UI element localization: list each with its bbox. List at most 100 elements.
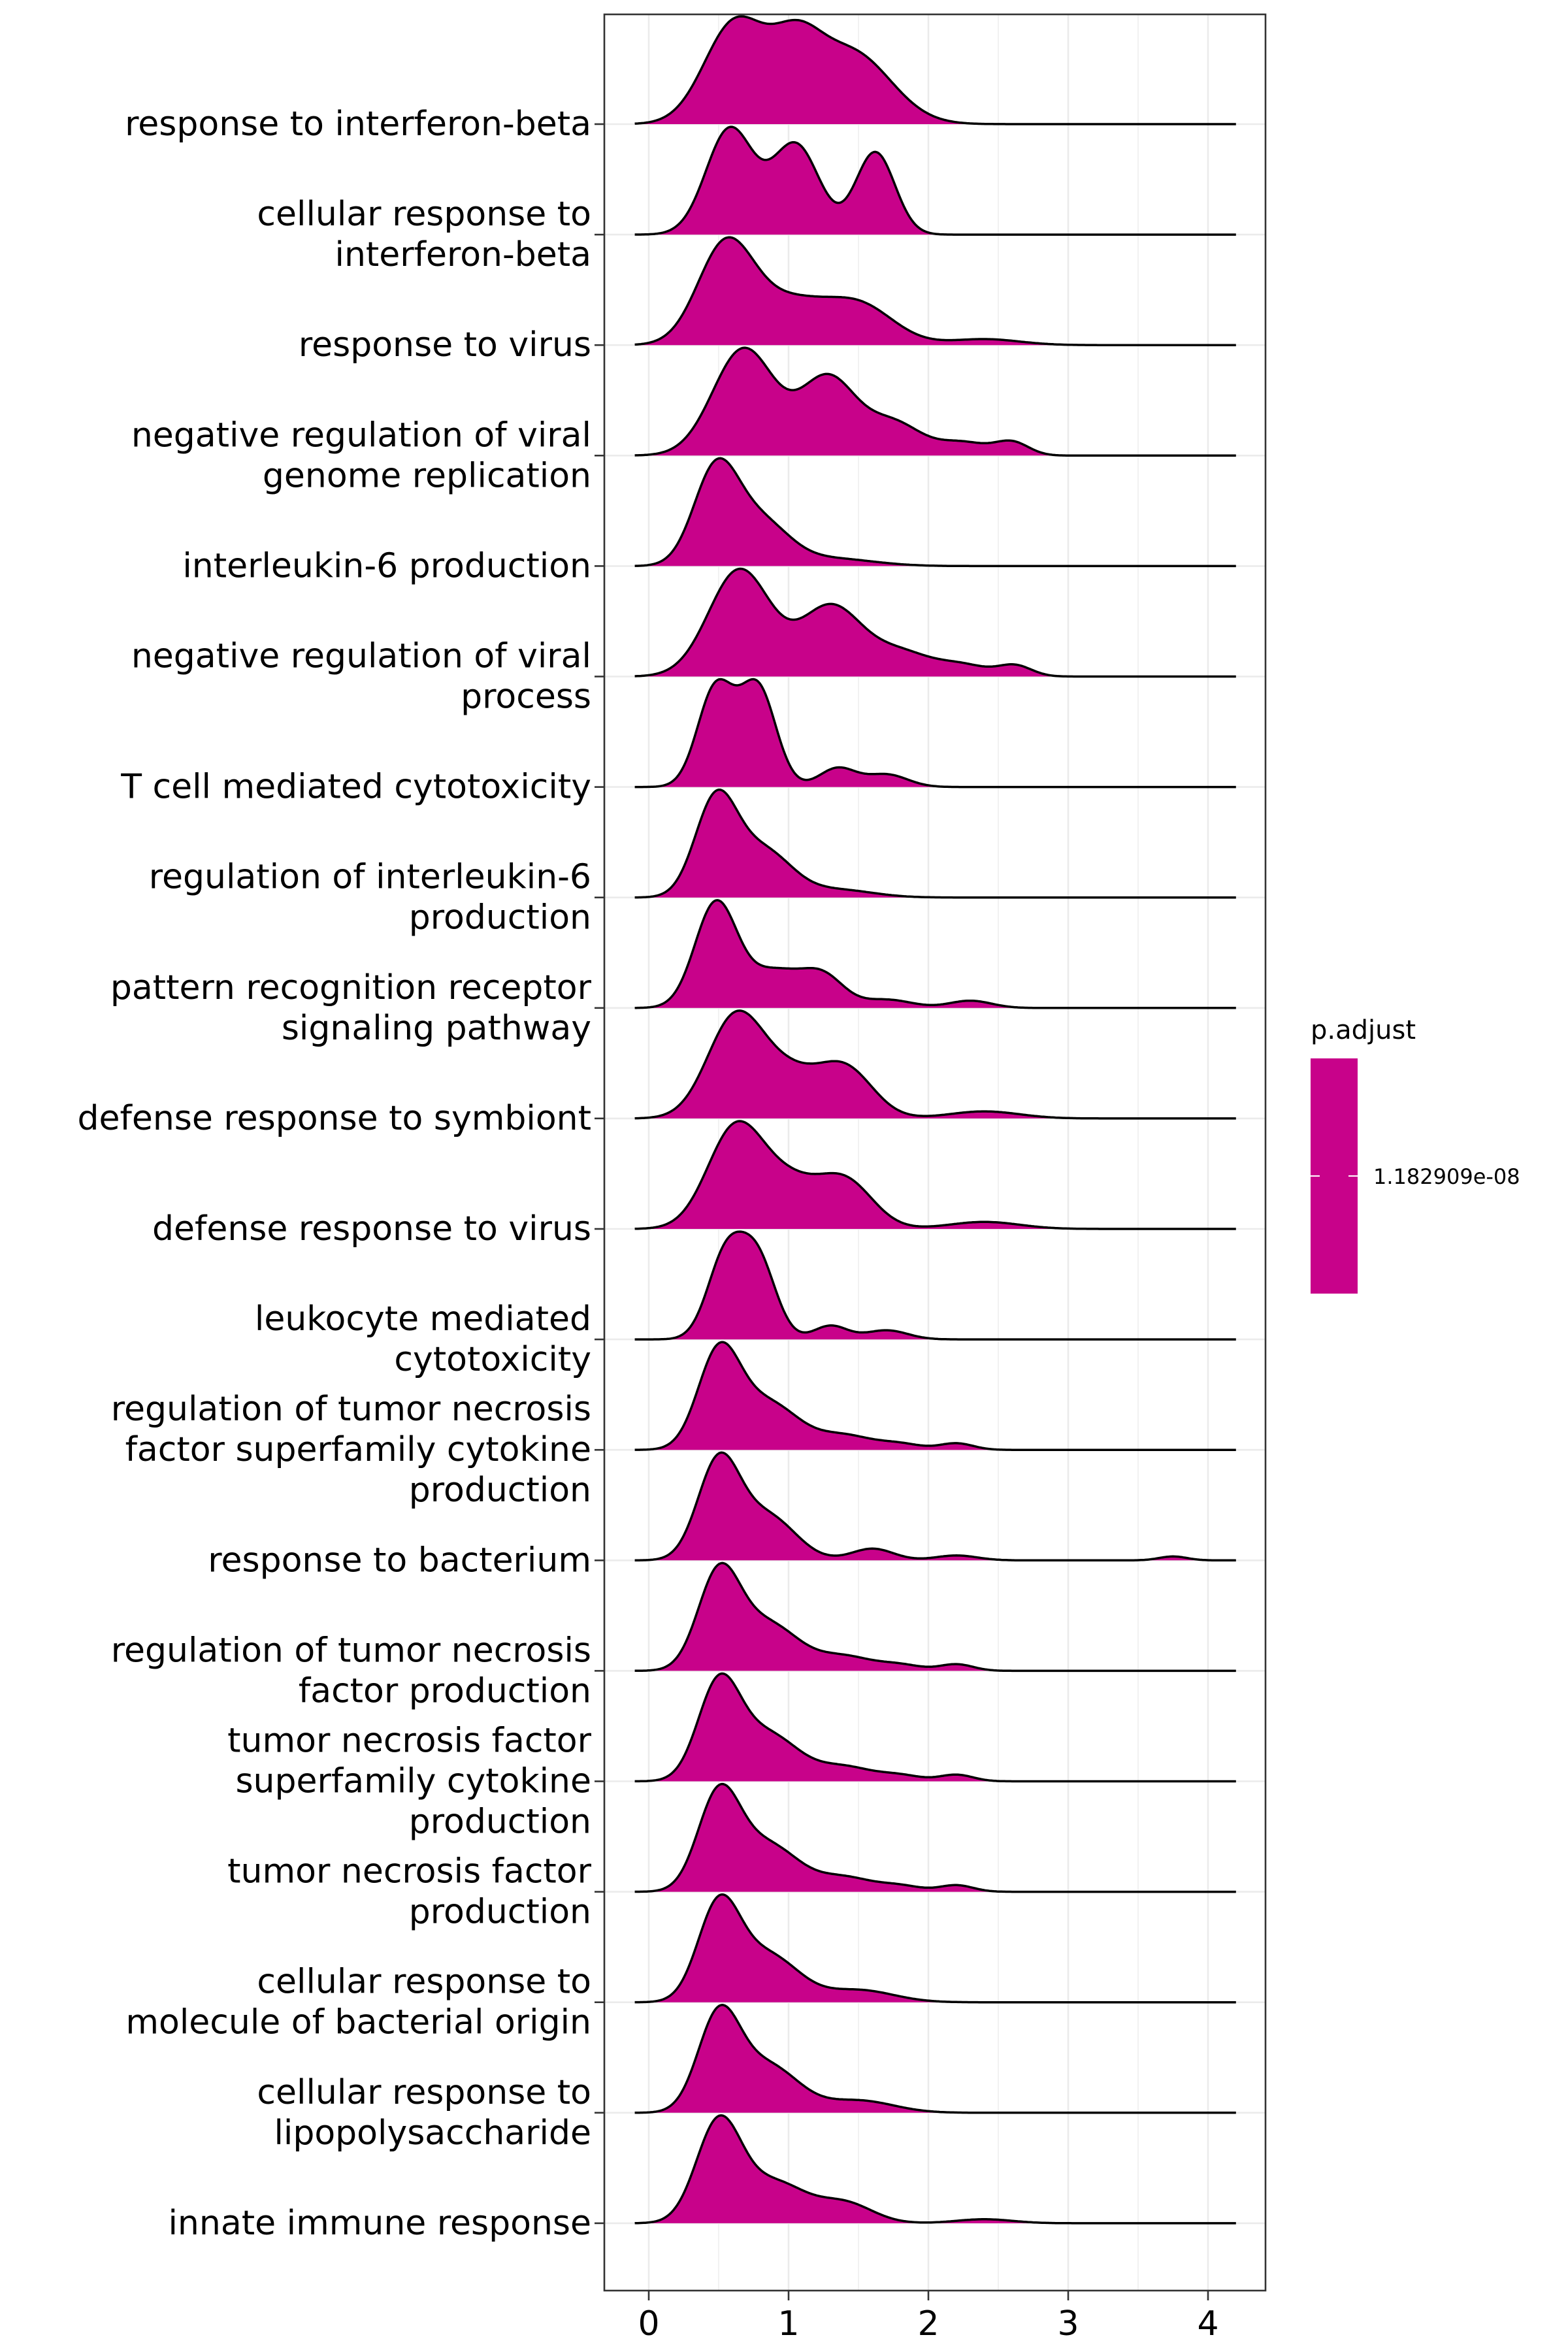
ridge-fill [634,2115,1236,2223]
ridge-outline [634,1893,1236,2004]
ridge-fill [634,16,1236,124]
y-tick-label: interferon-beta [335,235,592,274]
ridge-fill [634,237,1236,346]
ridge-fill [634,1784,1236,1892]
y-tick-label: cytotoxicity [394,1340,591,1379]
ridge-fill [634,348,1236,456]
ridge-outline [634,2004,1236,2114]
ridge-row [634,1120,1236,1230]
y-tick-label: production [409,1893,591,1932]
ridge-row [634,1230,1236,1341]
ridge-outline [634,2114,1236,2225]
ridge-fill [634,1121,1236,1229]
ridge-row [634,788,1236,899]
legend-title: p.adjust [1311,1015,1416,1045]
y-tick-label: molecule of bacterial origin [125,2003,591,2042]
y-tick-label: regulation of interleukin-6 [149,858,591,897]
y-tick-label: lipopolysaccharide [274,2114,591,2153]
y-tick-label: regulation of tumor necrosis [111,1390,591,1429]
x-tick-label: 3 [1057,2304,1079,2344]
panel-border [603,13,1267,2292]
y-tick-label: tumor necrosis factor [227,1722,591,1761]
y-tick-label: response to virus [299,325,591,365]
ridge-row [634,1451,1236,1562]
y-tick-label: factor production [299,1671,591,1710]
ridge-outline [634,1230,1236,1341]
y-tick-label: superfamily cytokine [235,1762,591,1801]
ridge-row [634,1893,1236,2004]
ridge-outline [634,1341,1236,1451]
y-tick-label: defense response to symbiont [78,1099,591,1138]
ridge-outline [634,236,1236,346]
ridge-outline [634,125,1236,236]
ridge-fill [634,458,1236,566]
ridge-row [634,1782,1236,1893]
ridge-row [634,457,1236,568]
y-tick-label: innate immune response [168,2204,591,2243]
y-tick-label: cellular response to [257,195,591,234]
ridge-fill [634,789,1236,898]
ridge-row [634,899,1236,1009]
x-tick-label: 4 [1197,2304,1218,2344]
ridge-outline [634,899,1236,1009]
ridge-row [634,2114,1236,2225]
ridge-row [634,236,1236,346]
ridge-outline [634,15,1236,125]
y-tick-label: pattern recognition receptor [110,968,592,1007]
legend: p.adjust 1.182909e-08 [1311,1015,1520,1294]
legend-label: 1.182909e-08 [1373,1164,1520,1189]
y-tick-label: interleukin-6 production [182,546,591,585]
y-tick-label: response to interferon-beta [125,105,591,144]
ridge-outline [634,1120,1236,1230]
y-tick-label: defense response to virus [152,1209,591,1249]
y-tick-label: negative regulation of viral [131,416,591,455]
ridge-fill [634,1452,1236,1561]
ridge-outline [634,457,1236,568]
ridge-fill [634,679,1236,787]
ridge-row [634,1341,1236,1451]
ridge-row [634,15,1236,125]
y-tick-label: factor superfamily cytokine [125,1430,591,1469]
ridge-row [634,1672,1236,1783]
y-tick-label: tumor necrosis factor [227,1852,591,1891]
ridge-fill [634,1563,1236,1671]
ridge-row [634,1561,1236,1673]
y-tick-label: production [409,1471,591,1510]
ridge-row [634,2004,1236,2114]
y-tick-label: genome replication [263,456,591,495]
ridge-fill [634,900,1236,1008]
ridge-fill [634,127,1236,235]
ridges [634,15,1236,2225]
x-tick-label: 0 [638,2304,659,2344]
ridge-outline [634,1672,1236,1783]
ridge-row [634,567,1236,678]
ridge-fill [634,1673,1236,1782]
ridge-row [634,125,1236,236]
ridge-outline [634,346,1236,457]
ridge-outline [634,1451,1236,1562]
ridge-row [634,1009,1236,1120]
ridge-outline [634,567,1236,678]
ridge-fill [634,568,1236,677]
x-tick-label: 1 [777,2304,799,2344]
y-tick-label: T cell mediated cytotoxicity [120,768,591,807]
ridge-fill [634,2004,1236,2113]
ridge-fill [634,1010,1236,1119]
y-tick-label: cellular response to [257,1963,591,2002]
y-axis: response to interferon-beta cellular resp… [78,105,604,2243]
y-tick-label: process [461,678,591,717]
x-axis: 0 1 2 3 4 [638,2291,1219,2344]
ridge-outline [634,678,1236,789]
y-tick-label: leukocyte mediated [255,1299,591,1339]
y-tick-label: negative regulation of viral [131,637,591,676]
ridge-outline [634,788,1236,899]
y-tick-label: regulation of tumor necrosis [111,1631,591,1670]
x-tick-label: 2 [917,2304,939,2344]
y-tick-label: production [409,1803,591,1842]
y-tick-label: cellular response to [257,2073,591,2112]
ridge-outline [634,1009,1236,1120]
ridge-fill [634,1342,1236,1450]
ridge-fill [634,1232,1236,1340]
y-tick-label: production [409,898,591,938]
